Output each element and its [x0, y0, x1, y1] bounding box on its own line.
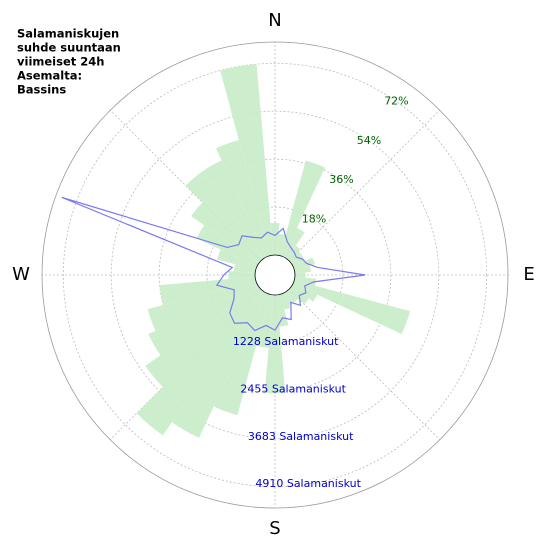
direction-label: S — [269, 518, 280, 539]
bar — [270, 223, 280, 256]
r2-tick-label: 2455 Salamaniskut — [240, 382, 346, 395]
bar — [286, 245, 301, 261]
bar — [291, 283, 318, 302]
bar — [148, 283, 259, 356]
bar — [294, 272, 306, 278]
inner-hole — [254, 254, 296, 296]
grid-spoke — [288, 109, 441, 262]
direction-label: E — [523, 264, 534, 285]
bar — [196, 225, 259, 267]
chart-title: Salamaniskujen — [17, 27, 119, 41]
bar — [294, 265, 311, 274]
bar — [256, 294, 274, 348]
grid-ring — [62, 62, 488, 488]
chart-title: viimeiset 24h — [17, 55, 104, 69]
bar — [213, 293, 270, 416]
r2-tick-label: 1228 Salamaniskut — [233, 335, 339, 348]
bar — [185, 171, 264, 261]
chart-title: Asemalta: — [17, 69, 82, 83]
r-tick-label: 72% — [384, 95, 408, 108]
bar — [159, 276, 256, 305]
bar — [283, 227, 305, 259]
r-tick-label: 36% — [329, 173, 353, 186]
bar — [191, 202, 261, 264]
direction-label: N — [268, 10, 281, 31]
bar — [147, 280, 257, 331]
bar — [228, 270, 256, 280]
grid-spoke — [109, 109, 262, 262]
r-tick-label: 54% — [357, 134, 381, 147]
line — [61, 196, 366, 332]
bar — [215, 139, 270, 257]
chart-title: suhde suuntaan — [17, 41, 121, 55]
bar — [136, 289, 264, 436]
bar — [171, 291, 267, 438]
bar — [286, 289, 299, 303]
bar — [233, 264, 256, 274]
bar — [289, 251, 303, 264]
bar — [293, 280, 411, 335]
bar — [217, 249, 257, 270]
bar — [145, 286, 261, 388]
grid-ring — [206, 206, 344, 344]
r2-tick-label: 3683 Salamaniskut — [248, 430, 354, 443]
grid-spoke — [109, 288, 262, 441]
outer-ring — [41, 41, 509, 509]
bar — [293, 257, 315, 270]
bar — [220, 64, 274, 256]
bar — [283, 291, 295, 306]
direction-label: W — [12, 264, 30, 285]
chart-title: Bassins — [17, 83, 66, 97]
bar — [202, 160, 267, 259]
bar — [280, 293, 291, 310]
bar — [276, 233, 286, 256]
grid-ring — [110, 110, 440, 440]
bar — [264, 294, 286, 394]
bar — [280, 160, 326, 257]
grid-spoke — [288, 288, 441, 441]
r2-tick-label: 4910 Salamaniskut — [255, 477, 361, 490]
r-tick-label: 18% — [302, 212, 326, 225]
